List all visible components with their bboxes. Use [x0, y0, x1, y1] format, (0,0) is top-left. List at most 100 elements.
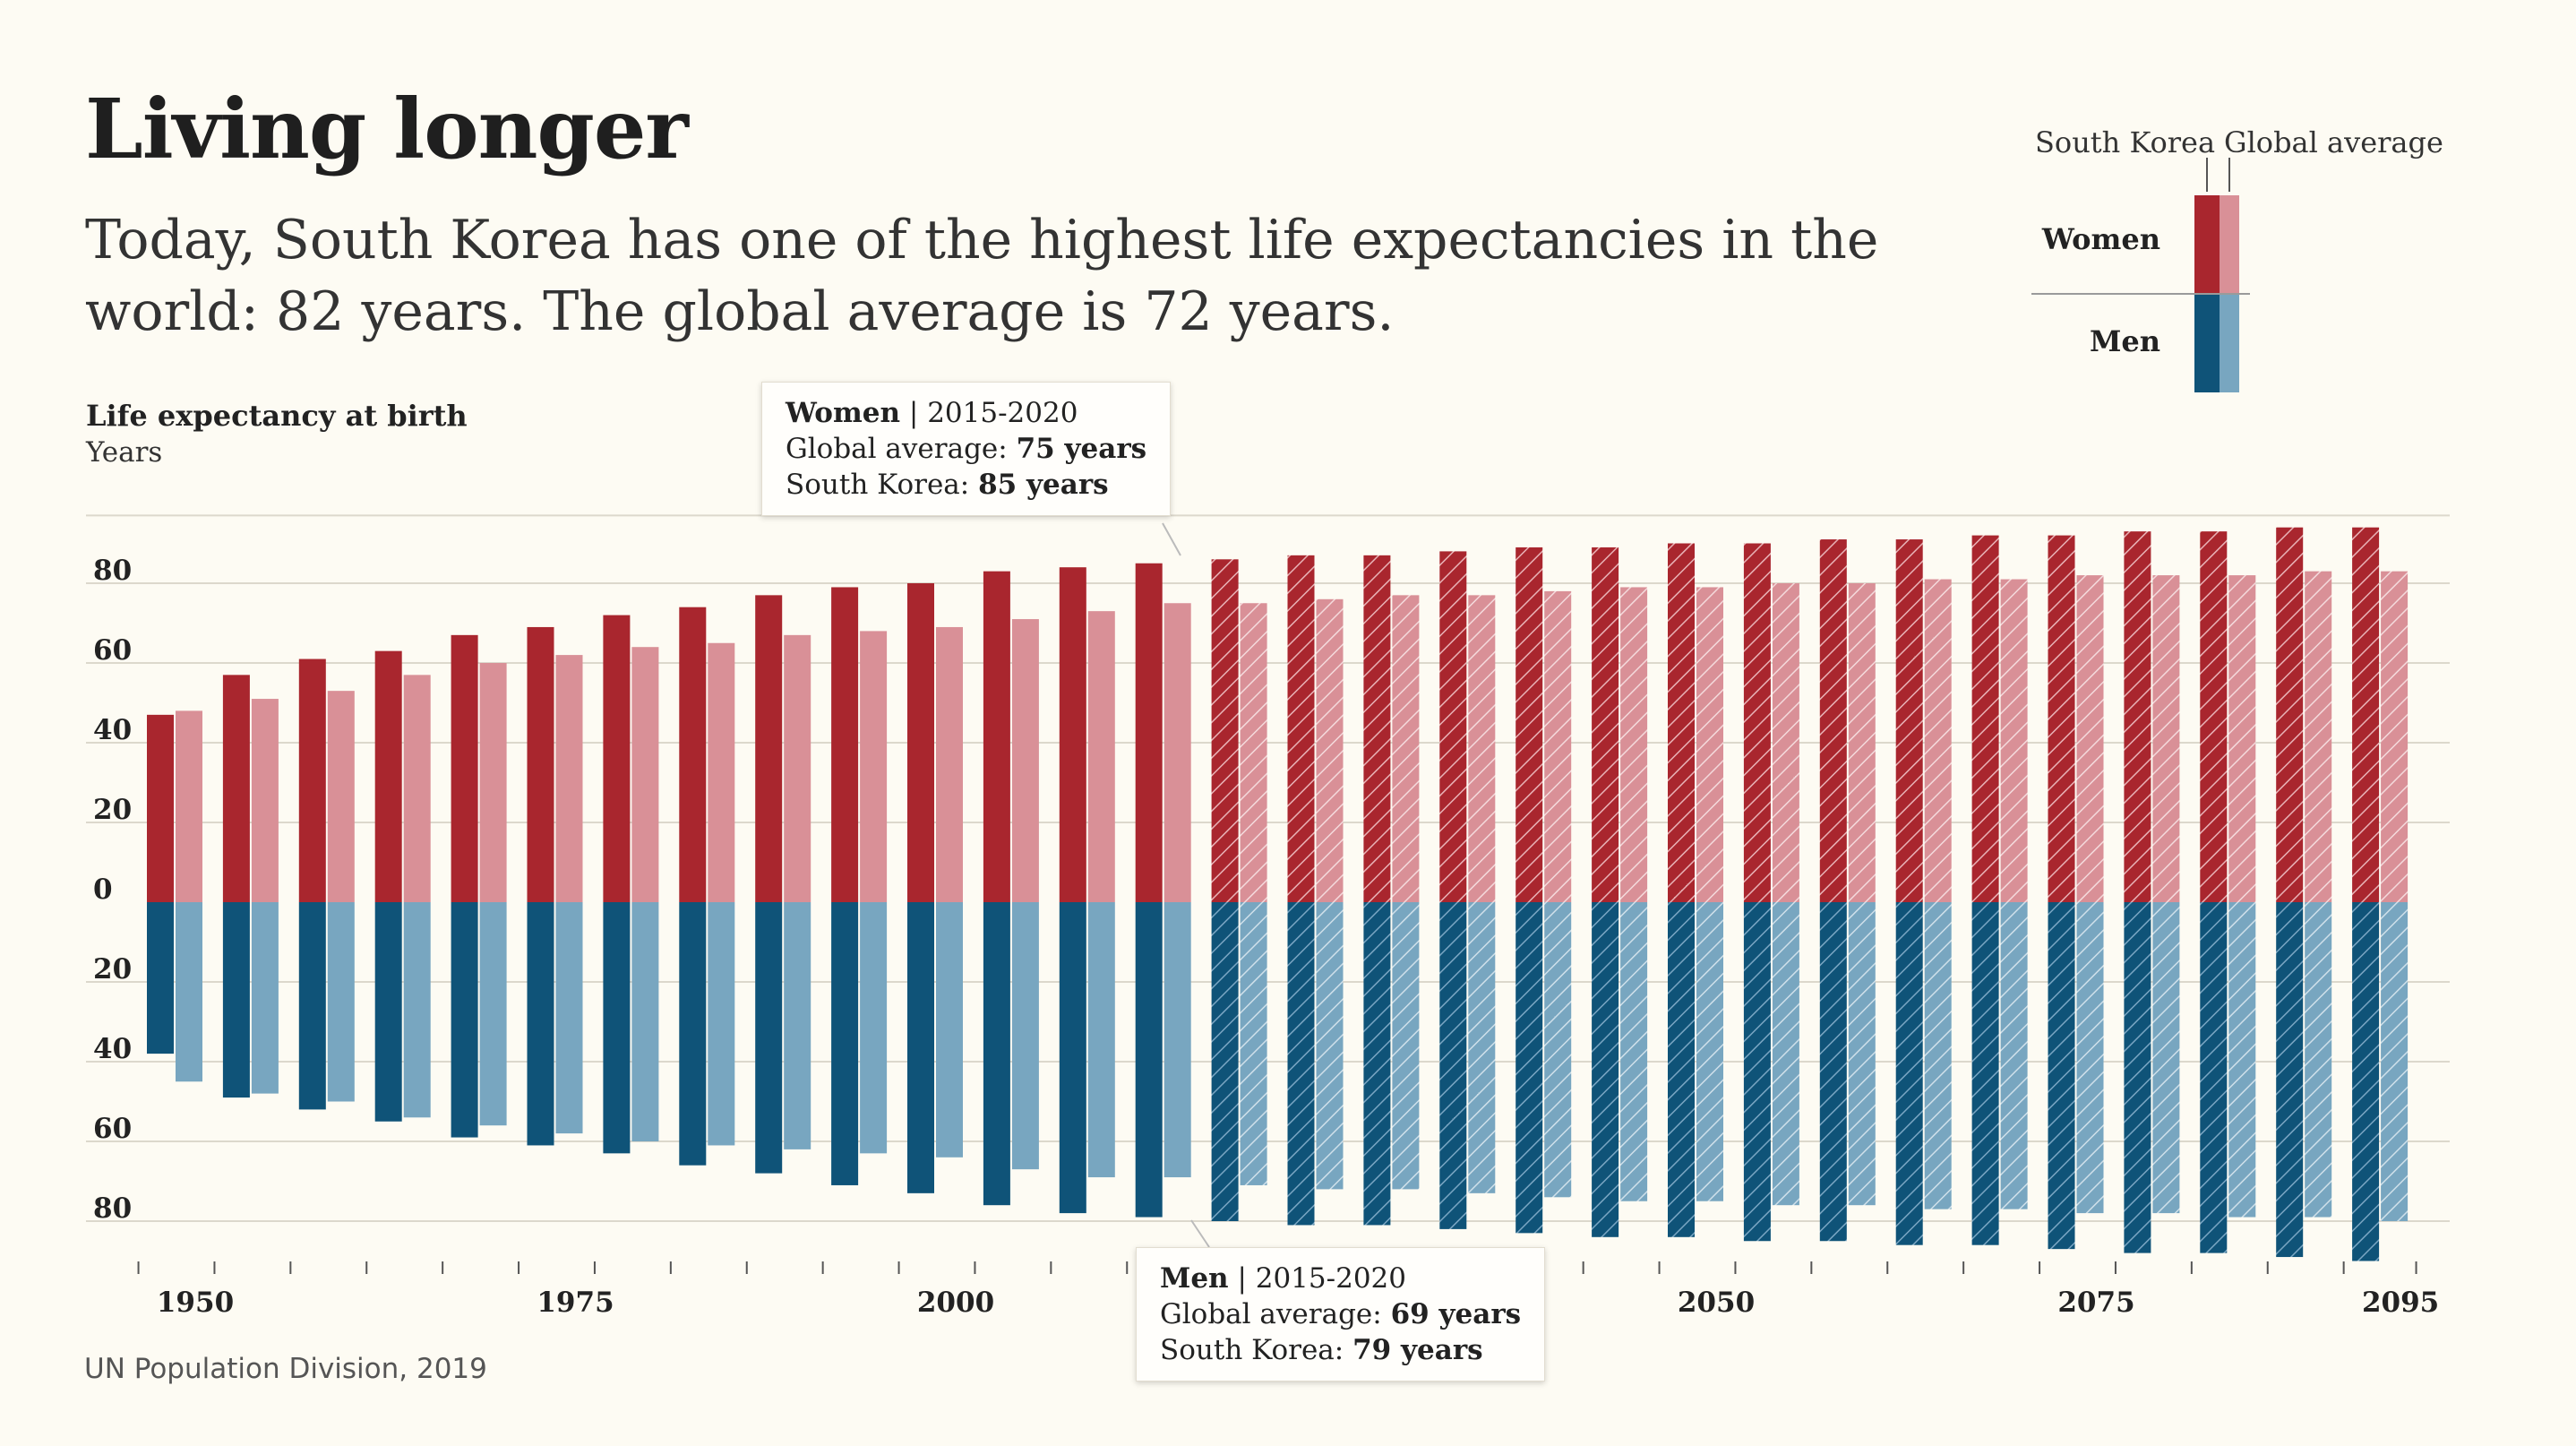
- bar-women-global: [1316, 598, 1344, 902]
- legend-global-label: Global average: [2224, 125, 2443, 159]
- bar-men-global: [1696, 902, 1723, 1201]
- bar-men-south-korea: [907, 902, 934, 1193]
- bar-women-south-korea: [1439, 551, 1467, 902]
- bar-women-south-korea: [755, 595, 783, 902]
- bar-women-south-korea: [2352, 527, 2380, 902]
- chart-subtitle: Today, South Korea has one of the highes…: [85, 209, 1879, 343]
- bar-men-global: [860, 902, 888, 1154]
- bar-women-south-korea: [147, 714, 174, 902]
- bar-women-global: [2228, 575, 2256, 902]
- bars: [147, 527, 2409, 1261]
- bar-women-south-korea: [1895, 539, 1923, 902]
- y-tick-label: 80: [93, 555, 132, 587]
- bar-women-south-korea: [298, 658, 326, 902]
- bar-men-south-korea: [1971, 902, 1999, 1245]
- tooltip-women: Women | 2015-2020 Global average: 75 yea…: [761, 382, 1172, 516]
- tooltip-women-sk-value: 85 years: [978, 469, 1109, 501]
- y-tick-label: 0: [93, 874, 113, 906]
- bar-men-global: [1848, 902, 1876, 1206]
- y-tick-label: 40: [93, 1033, 132, 1065]
- chart-title: Living longer: [85, 81, 689, 177]
- bar-men-global: [1544, 902, 1572, 1198]
- bar-men-south-korea: [1287, 902, 1315, 1226]
- bar-women-global: [2000, 579, 2028, 902]
- bar-men-global: [708, 902, 735, 1146]
- y-axis-unit: Years: [86, 436, 163, 469]
- bar-men-south-korea: [1135, 902, 1163, 1218]
- legend-swatch-women-south-korea: [2194, 195, 2220, 294]
- bar-men-south-korea: [2048, 902, 2075, 1250]
- bar-women-south-korea: [222, 675, 250, 902]
- legend-men-label: Men: [2089, 324, 2160, 358]
- bar-women-global: [251, 699, 279, 902]
- bar-women-global: [2381, 571, 2409, 902]
- tooltip-women-global-value: 75 years: [1016, 433, 1147, 465]
- bar-women-south-korea: [1819, 539, 1847, 902]
- tooltip-women-sk: South Korea: 85 years: [786, 467, 1146, 503]
- bar-women-global: [860, 631, 888, 902]
- bar-men-south-korea: [2352, 902, 2380, 1261]
- bar-women-south-korea: [1363, 555, 1391, 902]
- bar-men-global: [784, 902, 811, 1149]
- bar-women-south-korea: [374, 650, 402, 902]
- x-tick-label: 2050: [1678, 1287, 1755, 1319]
- tooltip-men-period: | 2015-2020: [1237, 1262, 1406, 1295]
- bar-men-south-korea: [1592, 902, 1619, 1237]
- bar-women-south-korea: [1135, 563, 1163, 902]
- tooltip-women-pointer: [1162, 522, 1181, 556]
- tooltip-men-sk: South Korea: 79 years: [1160, 1332, 1521, 1368]
- y-axis: 80 60 40 20 0 20 40 60 80: [93, 555, 132, 1225]
- bar-men-global: [631, 902, 659, 1141]
- bar-men-south-korea: [1819, 902, 1847, 1242]
- bar-women-global: [327, 691, 355, 902]
- bar-men-global: [327, 902, 355, 1102]
- legend-swatch-women-global: [2220, 195, 2239, 294]
- bar-women-south-korea: [907, 583, 934, 902]
- tooltip-men: Men | 2015-2020 Global average: 69 years…: [1136, 1247, 1546, 1381]
- x-tick-label: 2095: [2362, 1287, 2439, 1319]
- bar-women-south-korea: [2276, 527, 2304, 902]
- bar-men-south-korea: [603, 902, 631, 1154]
- bar-women-global: [1240, 603, 1267, 902]
- bar-men-south-korea: [527, 902, 554, 1146]
- x-tick-label: 2075: [2057, 1287, 2134, 1319]
- tooltip-women-global: Global average: 75 years: [786, 431, 1146, 467]
- bar-women-global: [176, 710, 202, 902]
- bar-women-global: [1087, 611, 1115, 902]
- bar-women-global: [2305, 571, 2332, 902]
- tooltip-women-heading: Women: [786, 397, 901, 429]
- bar-women-south-korea: [983, 571, 1010, 902]
- bar-men-south-korea: [1895, 902, 1923, 1245]
- bar-women-south-korea: [2200, 531, 2228, 902]
- bar-women-global: [1544, 590, 1572, 902]
- tooltip-women-global-label: Global average:: [786, 433, 1017, 465]
- bar-women-global: [555, 655, 583, 902]
- tooltip-men-global-value: 69 years: [1390, 1298, 1522, 1330]
- bar-men-global: [2000, 902, 2028, 1209]
- bar-men-global: [2228, 902, 2256, 1218]
- bar-men-global: [1087, 902, 1115, 1178]
- bar-women-global: [2152, 575, 2180, 902]
- tooltip-women-title: Women | 2015-2020: [786, 395, 1146, 431]
- bar-men-south-korea: [451, 902, 478, 1138]
- bar-women-south-korea: [1971, 535, 1999, 902]
- bar-women-global: [1163, 603, 1191, 902]
- bar-men-south-korea: [983, 902, 1010, 1206]
- bar-women-south-korea: [1287, 555, 1315, 902]
- bar-women-global: [936, 626, 963, 902]
- tooltip-men-title: Men | 2015-2020: [1160, 1261, 1521, 1296]
- legend-south-korea-label: South Korea: [2035, 125, 2216, 159]
- x-axis: 1950 1975 2000 2050 2075 2095: [137, 1261, 2439, 1319]
- bar-women-global: [784, 634, 811, 902]
- bar-men-south-korea: [2124, 902, 2151, 1253]
- bar-women-south-korea: [2048, 535, 2075, 902]
- bar-women-south-korea: [603, 615, 631, 902]
- bar-men-global: [1011, 902, 1039, 1170]
- bar-women-south-korea: [451, 634, 478, 902]
- x-tick-label: 1975: [537, 1287, 614, 1319]
- bar-men-global: [176, 902, 202, 1082]
- bar-men-south-korea: [679, 902, 707, 1166]
- bar-women-south-korea: [1668, 543, 1695, 902]
- bar-women-global: [1848, 583, 1876, 902]
